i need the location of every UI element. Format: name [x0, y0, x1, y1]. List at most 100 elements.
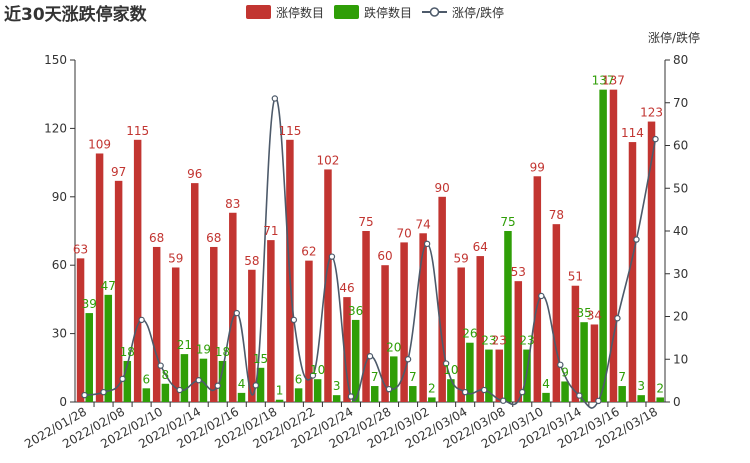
data-label-fall: 18	[120, 345, 135, 359]
data-label-fall: 4	[542, 377, 550, 391]
ratio-point	[652, 135, 659, 143]
data-label-fall: 18	[215, 345, 230, 359]
bar-rise	[324, 169, 332, 402]
bar-rise	[305, 260, 313, 402]
data-label-rise: 46	[339, 281, 354, 295]
bar-fall	[599, 89, 607, 402]
left-axis-tick-label: 0	[59, 395, 67, 409]
bar-fall	[504, 231, 512, 402]
bar-rise	[76, 258, 85, 402]
data-label-rise: 53	[511, 265, 526, 279]
data-label-fall: 3	[637, 379, 645, 393]
bar-rise	[628, 142, 637, 402]
bar-rise	[381, 265, 389, 402]
ratio-point	[538, 292, 545, 300]
bar-fall	[161, 383, 170, 402]
legend-label-rise: 涨停数目	[276, 5, 324, 20]
bar-fall	[180, 354, 189, 402]
ratio-point	[195, 376, 202, 384]
ratio-point	[138, 316, 145, 324]
bar-rise	[229, 212, 237, 402]
data-label-rise: 115	[278, 124, 301, 138]
ratio-point	[576, 392, 583, 399]
data-label-fall: 47	[101, 279, 116, 293]
ratio-point	[157, 362, 164, 369]
bar-rise	[495, 349, 504, 402]
data-label-rise: 60	[377, 249, 392, 263]
bar-fall	[142, 388, 151, 402]
ratio-point	[100, 388, 107, 396]
data-label-fall: 10	[310, 363, 325, 377]
data-label-rise: 51	[568, 270, 583, 284]
data-label-fall: 35	[576, 306, 591, 320]
data-label-rise: 99	[530, 160, 545, 174]
data-labels: 6339109479718115668859219619681883458157…	[73, 74, 664, 398]
ratio-point	[347, 393, 355, 400]
data-label-rise: 83	[225, 197, 240, 211]
bar-fall	[428, 397, 436, 402]
data-label-rise: 62	[301, 245, 316, 259]
right-axis-name: 涨停/跌停	[648, 30, 700, 45]
bar-rise	[267, 240, 275, 402]
legend-label-fall: 跌停数目	[364, 5, 412, 20]
bar-fall	[561, 381, 569, 402]
bar-rise	[647, 121, 656, 402]
data-label-fall: 39	[82, 297, 97, 311]
bar-rise	[190, 183, 199, 402]
ratio-point	[290, 316, 298, 324]
data-label-fall: 7	[371, 370, 379, 384]
ratio-line	[81, 95, 659, 409]
ratio-point	[480, 386, 488, 394]
ratio-point	[500, 397, 507, 404]
ratio-point	[366, 353, 374, 360]
data-label-fall: 6	[295, 372, 303, 386]
legend-item-rise[interactable]: 涨停数目	[246, 5, 324, 20]
right-axis-tick-label: 80	[673, 53, 688, 67]
bar-fall	[85, 313, 93, 402]
data-label-fall: 26	[462, 327, 477, 341]
data-label-rise: 75	[358, 215, 373, 229]
data-label-rise: 23	[492, 334, 507, 348]
ratio-point	[176, 386, 183, 394]
ratio-point	[271, 95, 279, 102]
data-label-rise: 90	[435, 181, 450, 195]
ratio-point	[595, 397, 602, 405]
bar-rise	[590, 324, 599, 402]
data-label-fall: 2	[428, 381, 436, 395]
bar-fall	[485, 349, 493, 402]
bar-rise	[95, 153, 104, 402]
data-label-rise: 109	[88, 137, 111, 151]
bar-rise	[609, 89, 618, 402]
ratio-point	[328, 253, 336, 260]
left-axis-tick-label: 60	[52, 258, 67, 272]
ratio-point	[214, 382, 221, 389]
data-label-rise: 115	[126, 124, 149, 138]
ratio-point	[442, 360, 450, 367]
bar-fall	[523, 349, 531, 402]
right-axis-tick-label: 50	[673, 181, 688, 195]
ratio-point	[614, 315, 621, 322]
legend-item-ratio[interactable]: 涨停/跌停	[422, 5, 504, 20]
legend: 涨停数目 跌停数目 涨停/跌停	[246, 5, 504, 20]
data-label-fall: 15	[253, 352, 268, 366]
right-axis-tick-label: 30	[673, 267, 688, 281]
data-label-rise: 78	[549, 208, 564, 222]
legend-item-fall[interactable]: 跌停数目	[334, 5, 412, 20]
bar-fall	[199, 358, 208, 402]
data-label-fall: 9	[561, 365, 569, 379]
bar-rise	[210, 246, 218, 402]
data-label-fall: 7	[409, 370, 417, 384]
ratio-point	[119, 375, 126, 383]
data-label-fall: 7	[618, 370, 626, 384]
ratio-point	[252, 382, 260, 389]
data-label-fall: 21	[177, 338, 192, 352]
right-axis-tick-label: 0	[673, 395, 681, 409]
data-label-rise: 59	[454, 251, 469, 265]
legend-swatch-ratio-dot	[429, 7, 440, 17]
data-label-fall: 75	[500, 215, 515, 229]
bar-rise	[114, 180, 123, 402]
data-label-rise: 34	[587, 308, 602, 322]
right-axis-tick-label: 10	[673, 352, 688, 366]
bar-fall	[275, 399, 284, 402]
